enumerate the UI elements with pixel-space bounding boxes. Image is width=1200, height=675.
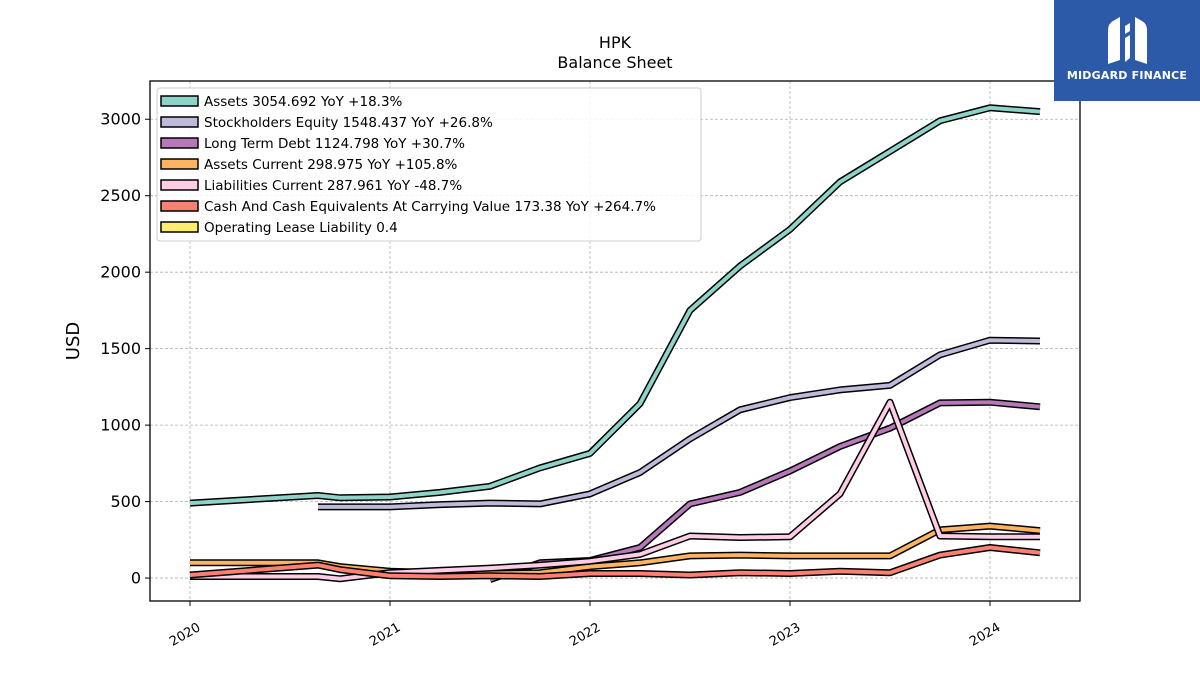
y-tick-label: 2500 — [100, 186, 141, 205]
legend-label: Operating Lease Liability 0.4 — [204, 220, 398, 236]
brand-name: MIDGARD FINANCE — [1066, 69, 1188, 82]
legend-swatch — [160, 179, 199, 191]
series-assets — [189, 104, 1041, 507]
brand-logo: MIDGARD FINANCE — [1054, 0, 1200, 101]
y-tick-label: 0 — [131, 569, 141, 588]
x-tick-label: 2020 — [167, 620, 203, 650]
midgard-logo-icon — [1108, 17, 1147, 64]
legend-box — [156, 87, 702, 242]
chart-title: HPK — [599, 33, 632, 52]
legend-label: Cash And Cash Equivalents At Carrying Va… — [204, 199, 656, 215]
legend-label: Long Term Debt 1124.798 YoY +30.7% — [204, 136, 465, 152]
series-stockholders-equity — [318, 336, 1041, 511]
x-tick-label: 2021 — [367, 620, 403, 650]
legend-label: Stockholders Equity 1548.437 YoY +26.8% — [204, 115, 493, 131]
legend-item: Stockholders Equity 1548.437 YoY +26.8% — [160, 115, 493, 131]
legend: Assets 3054.692 YoY +18.3% Stockholders E… — [156, 87, 702, 242]
legend-item: Long Term Debt 1124.798 YoY +30.7% — [160, 136, 465, 152]
legend-item: Cash And Cash Equivalents At Carrying Va… — [160, 199, 656, 215]
x-tick-label: 2023 — [767, 620, 803, 650]
legend-label: Assets 3054.692 YoY +18.3% — [204, 94, 403, 110]
y-tick-label: 1500 — [100, 339, 141, 358]
series-line — [189, 105, 1041, 506]
y-tick-label: 1000 — [100, 416, 141, 435]
legend-swatch — [160, 200, 199, 212]
series-cash-and-cash-equivalents-at-carrying-value — [189, 544, 1041, 580]
y-tick-label: 3000 — [100, 110, 141, 129]
series-line — [190, 524, 1041, 576]
legend-item: Assets 3054.692 YoY +18.3% — [160, 94, 403, 110]
plot-frame — [149, 80, 1081, 602]
legend-swatch — [160, 95, 199, 107]
series-line — [318, 338, 1041, 509]
x-tick-label: 2024 — [967, 620, 1003, 650]
y-tick-label: 2000 — [100, 263, 141, 282]
legend-item: Assets Current 298.975 YoY +105.8% — [160, 157, 458, 173]
series-assets-current — [190, 522, 1041, 577]
legend-label: Assets Current 298.975 YoY +105.8% — [204, 157, 458, 173]
series-outline — [318, 336, 1041, 511]
legend-swatch — [160, 221, 199, 233]
y-tick-label: 500 — [110, 492, 141, 511]
legend-swatch — [160, 137, 199, 149]
x-tick-label: 2022 — [567, 620, 603, 650]
legend-label: Liabilities Current 287.961 YoY -48.7% — [204, 178, 462, 194]
y-axis-label: USD — [63, 322, 84, 360]
legend-item: Operating Lease Liability 0.4 — [160, 220, 398, 236]
series-layer — [189, 104, 1041, 583]
chart-subtitle: Balance Sheet — [557, 53, 672, 72]
series-line — [189, 545, 1041, 579]
legend-swatch — [160, 158, 199, 170]
legend-item: Liabilities Current 287.961 YoY -48.7% — [160, 178, 462, 194]
legend-swatch — [160, 116, 199, 128]
